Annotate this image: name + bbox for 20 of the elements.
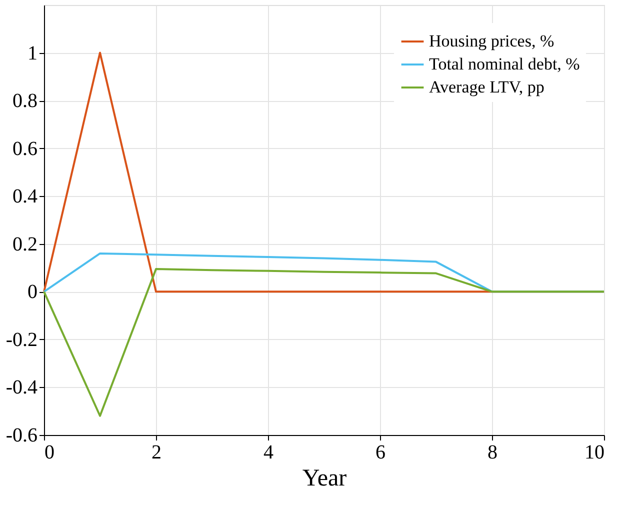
y-tick-label: -0.6 [6, 424, 38, 446]
line-series [43, 268, 605, 417]
x-axis-title: Year [302, 466, 347, 492]
x-tick-label: 6 [376, 442, 386, 464]
legend-label: Total nominal debt, % [429, 54, 580, 74]
x-tick-label: 2 [152, 442, 162, 464]
y-tick-label: 1 [28, 42, 38, 64]
x-tick-label: 0 [44, 442, 54, 464]
legend-label: Average LTV, pp [429, 78, 544, 96]
y-tick-label: 0.6 [12, 138, 38, 160]
x-tick-label: 4 [264, 442, 274, 464]
x-tick-label: 8 [488, 442, 498, 464]
y-tick-label: -0.4 [6, 376, 38, 399]
legend-label: Housing prices, % [429, 32, 554, 50]
y-tick-label: 0 [28, 281, 38, 304]
x-tick-label: 10 [584, 442, 604, 464]
y-tick-label: -0.2 [6, 328, 38, 351]
y-tick-label: 0.2 [12, 233, 38, 256]
y-tick-label: 0.8 [12, 90, 38, 112]
y-tick-label: 0.4 [12, 186, 38, 208]
